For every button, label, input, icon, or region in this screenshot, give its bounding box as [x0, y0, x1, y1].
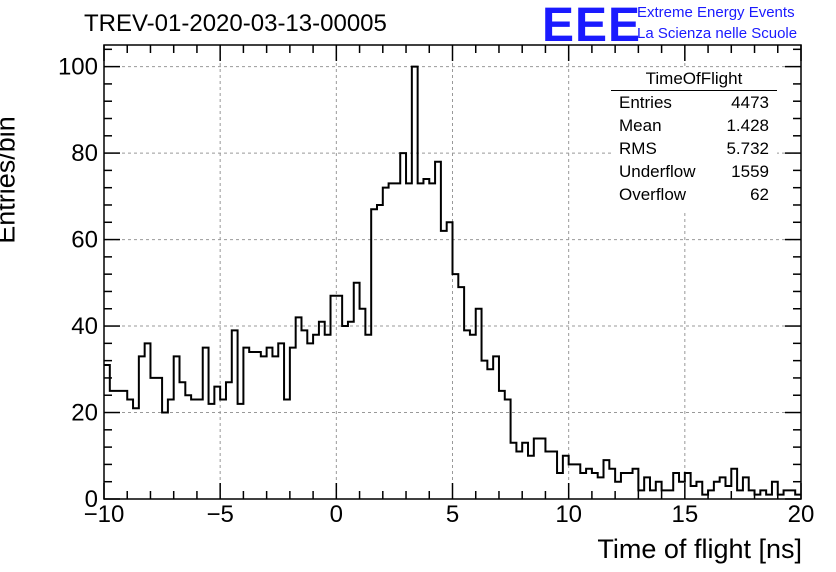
axis-tick-labels: −10 −5 0 5 10 15 20 0 20 40 60 80 100	[58, 54, 814, 528]
stat-label: Overflow	[619, 185, 687, 204]
stat-label: Underflow	[619, 162, 696, 181]
stat-row-overflow: Overflow 62	[619, 184, 769, 206]
x-tick-label: 20	[788, 501, 815, 528]
logo-line-1: Extreme Energy Events	[637, 4, 795, 21]
stat-value: 5.732	[726, 139, 769, 158]
stat-label: RMS	[619, 139, 657, 158]
x-tick-label: 15	[671, 501, 698, 528]
stats-title: TimeOfFlight	[611, 68, 777, 91]
chart-title: TREV-01-2020-03-13-00005	[84, 10, 387, 37]
y-tick-label: 20	[71, 400, 98, 427]
x-tick-label: −10	[84, 501, 125, 528]
x-tick-label: −5	[206, 501, 233, 528]
stat-label: Entries	[619, 93, 672, 112]
stat-value: 4473	[731, 93, 769, 112]
axis-ticks	[103, 45, 802, 500]
stat-value: 1559	[731, 162, 769, 181]
histogram-series	[104, 65, 801, 496]
stat-value: 1.428	[726, 116, 769, 135]
y-axis-label: Entries/bin	[0, 116, 21, 244]
x-axis-label: Time of flight [ns]	[597, 534, 802, 564]
x-tick-label: 10	[555, 501, 582, 528]
x-tick-label: 0	[330, 501, 343, 528]
y-tick-label: 40	[71, 313, 98, 340]
stat-row-entries: Entries 4473	[619, 92, 769, 114]
y-tick-label: 100	[58, 54, 98, 81]
y-tick-label: 0	[85, 486, 98, 513]
y-tick-label: 80	[71, 140, 98, 167]
y-tick-label: 60	[71, 227, 98, 254]
stat-label: Mean	[619, 116, 662, 135]
stat-value: 62	[750, 185, 769, 204]
stats-box: TimeOfFlight Entries 4473 Mean 1.428 RMS…	[611, 68, 777, 210]
logo-line-2: La Scienza nelle Scuole	[637, 25, 798, 42]
stat-row-underflow: Underflow 1559	[619, 161, 769, 183]
stat-row-rms: RMS 5.732	[619, 138, 769, 160]
stat-row-mean: Mean 1.428	[619, 115, 769, 137]
x-tick-label: 5	[446, 501, 459, 528]
grid-lines	[104, 45, 801, 499]
eee-logo: EEE	[542, 0, 642, 52]
